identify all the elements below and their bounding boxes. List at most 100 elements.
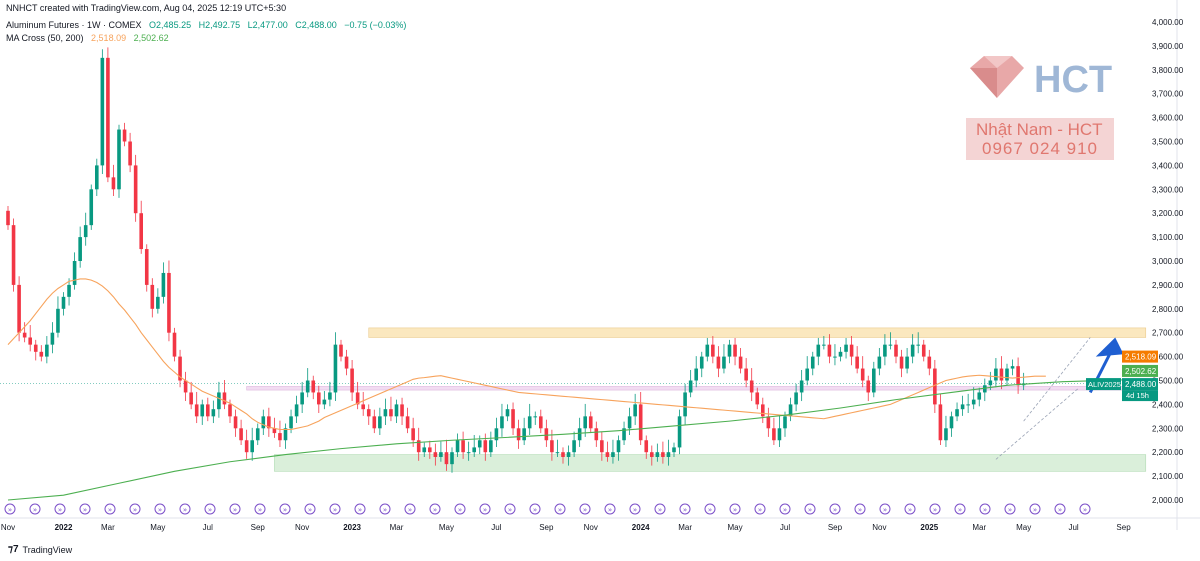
candle-body xyxy=(910,344,915,357)
candle-body xyxy=(677,416,682,448)
candle-body xyxy=(200,404,205,417)
candle-body xyxy=(872,368,876,393)
change-value: −0.75 (−0.03%) xyxy=(344,20,407,30)
event-marker-icon xyxy=(79,503,91,515)
symbol-name: Aluminum Futures · 1W · COMEX xyxy=(6,20,142,30)
low-value: L2,477.00 xyxy=(247,20,288,30)
candle-body xyxy=(944,428,948,441)
event-marker-icon xyxy=(1004,503,1016,515)
candle-body xyxy=(766,416,771,429)
x-tick-label: 2022 xyxy=(55,523,73,532)
candle-body xyxy=(522,428,526,441)
candle-body xyxy=(810,356,815,369)
candle-body xyxy=(217,392,221,410)
candle-body xyxy=(744,368,748,381)
candle-body xyxy=(233,416,238,429)
candle-body xyxy=(239,428,243,441)
candle-body xyxy=(722,356,726,369)
candle-body xyxy=(494,428,499,441)
candle-body xyxy=(977,392,982,400)
candle-body xyxy=(688,380,693,393)
y-tick-label: 2,800.00 xyxy=(1152,305,1184,314)
zone-resistance xyxy=(368,327,1147,338)
y-tick-label: 2,200.00 xyxy=(1152,448,1184,457)
event-marker-glyph: » xyxy=(658,506,662,514)
x-tick-label: Mar xyxy=(972,523,986,532)
event-marker-glyph: » xyxy=(708,506,712,514)
candle-body xyxy=(172,332,177,357)
candle-body xyxy=(938,404,943,441)
candle-body xyxy=(450,452,454,465)
event-marker-icon xyxy=(729,503,741,515)
candle-body xyxy=(644,440,649,453)
candle-body xyxy=(95,165,99,190)
x-tick-label: 2025 xyxy=(920,523,938,532)
y-tick-label: 2,100.00 xyxy=(1152,472,1184,481)
candle-body xyxy=(888,344,893,346)
candle-body xyxy=(355,392,360,405)
candle-body xyxy=(650,452,654,457)
y-tick-label: 4,000.00 xyxy=(1152,18,1184,27)
candle-body xyxy=(561,452,565,457)
candle-body xyxy=(106,57,110,178)
event-marker-icon xyxy=(779,503,791,515)
event-marker-icon xyxy=(304,503,316,515)
event-marker-glyph: » xyxy=(633,506,637,514)
x-tick-label: Jul xyxy=(203,523,213,532)
candle-body xyxy=(577,428,582,441)
candle-body xyxy=(694,368,698,381)
candle-body xyxy=(416,440,421,453)
candle-body xyxy=(588,416,593,429)
candle-body xyxy=(489,440,493,453)
candle-body xyxy=(400,404,404,417)
candle-body xyxy=(411,428,415,441)
candle-body xyxy=(366,409,371,417)
candle-body xyxy=(161,272,166,297)
watermark-name: Nhật Nam - HCT xyxy=(976,120,1103,139)
candle-body xyxy=(11,225,16,285)
x-tick-label: Jul xyxy=(1068,523,1078,532)
logo-text: HCT xyxy=(1034,59,1112,101)
event-marker-icon xyxy=(504,503,516,515)
last-price-tag: 2,488.00 xyxy=(1125,380,1157,389)
event-marker-icon xyxy=(1079,503,1091,515)
x-tick-label: Nov xyxy=(872,523,886,532)
candle-body xyxy=(472,447,476,453)
candle-body xyxy=(916,344,920,346)
x-tick-label: Mar xyxy=(101,523,115,532)
ma50-price-tag-bg xyxy=(1122,350,1158,363)
ma-info: MA Cross (50, 200) 2,518.09 2,502.62 xyxy=(6,33,174,43)
candle-body xyxy=(439,452,443,457)
candle-body xyxy=(72,261,77,285)
last-price-tag-bg xyxy=(1122,378,1158,391)
event-marker-icon xyxy=(979,503,991,515)
y-tick-label: 3,900.00 xyxy=(1152,42,1184,51)
candle-body xyxy=(983,385,987,393)
candle-body xyxy=(383,409,388,417)
candle-body xyxy=(78,237,82,261)
x-tick-label: May xyxy=(1016,523,1031,532)
candle-body xyxy=(655,452,660,457)
x-tick-label: Nov xyxy=(295,523,309,532)
candle-body xyxy=(133,165,138,214)
event-marker-glyph: » xyxy=(358,506,362,514)
candle-body xyxy=(711,344,715,357)
event-marker-glyph: » xyxy=(83,506,87,514)
y-tick-label: 3,700.00 xyxy=(1152,90,1184,99)
candle-body xyxy=(611,452,615,457)
event-marker-glyph: » xyxy=(683,506,687,514)
y-tick-label: 2,000.00 xyxy=(1152,496,1184,505)
candle-body xyxy=(50,332,55,345)
candle-body xyxy=(28,337,32,345)
event-marker-icon xyxy=(604,503,616,515)
candle-body xyxy=(777,428,782,441)
candle-body xyxy=(183,380,188,393)
symbol-info: Aluminum Futures · 1W · COMEX O2,485.25 … xyxy=(6,20,411,30)
high-value: H2,492.75 xyxy=(198,20,241,30)
event-marker-icon xyxy=(229,503,241,515)
event-marker-glyph: » xyxy=(808,506,812,514)
footer: ⁊7 TradingView xyxy=(8,544,72,555)
event-marker-glyph: » xyxy=(508,506,512,514)
event-marker-icon xyxy=(454,503,466,515)
